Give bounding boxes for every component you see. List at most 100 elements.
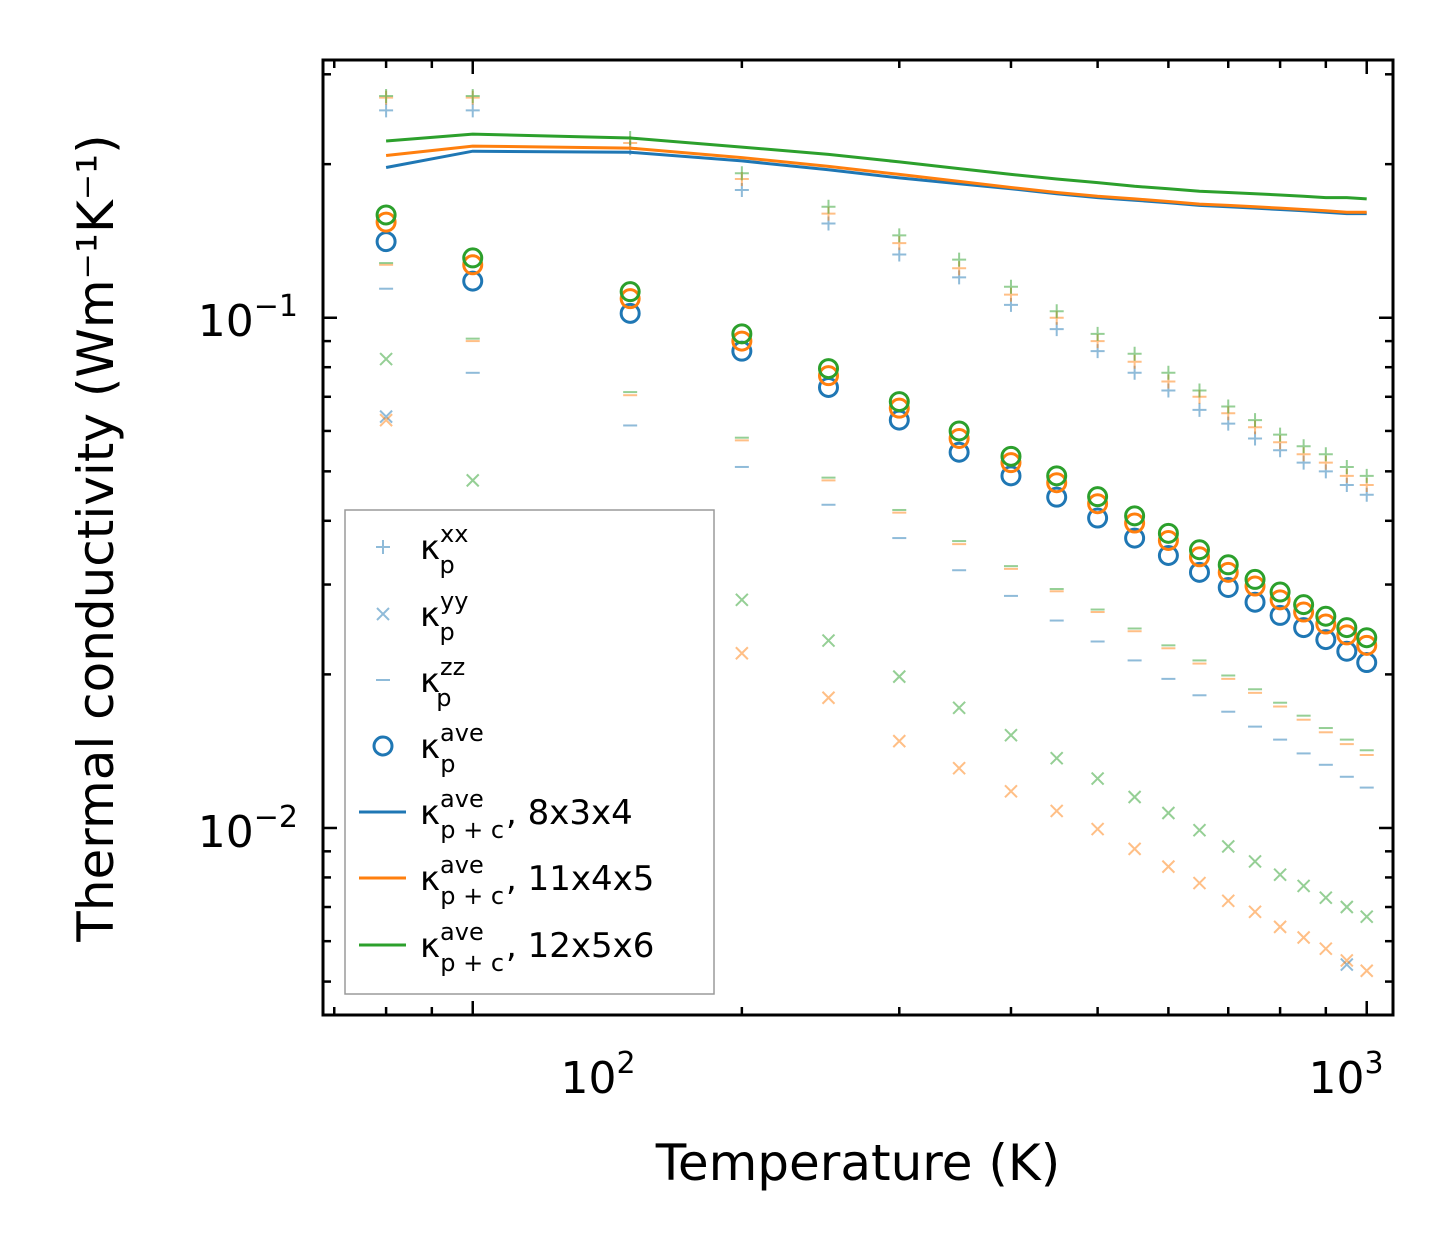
data-point <box>1161 365 1176 380</box>
data-point <box>948 420 970 442</box>
data-point <box>1217 577 1239 599</box>
legend-label: κave p + c, 11x4x5 <box>420 851 654 910</box>
legend-label: κave p <box>420 719 484 778</box>
legend-entry: κave p + c, 12x5x6 <box>359 918 654 977</box>
data-point <box>1161 859 1176 874</box>
data-point <box>619 302 641 324</box>
plot-marks <box>375 89 1378 978</box>
data-point <box>1269 604 1291 626</box>
data-point <box>379 409 393 424</box>
data-point <box>1340 953 1354 968</box>
legend-label: κxx p <box>420 520 468 579</box>
data-point <box>1157 529 1179 551</box>
data-point <box>892 734 906 748</box>
data-point <box>1000 445 1022 467</box>
data-point <box>821 199 836 214</box>
data-point <box>375 211 397 233</box>
data-point <box>1004 784 1018 799</box>
data-point <box>1192 823 1207 837</box>
legend-label: κave p + c, 8x3x4 <box>420 785 633 844</box>
data-point <box>619 288 641 310</box>
data-point <box>1359 468 1374 483</box>
data-point <box>1273 920 1287 934</box>
data-point <box>1296 439 1311 454</box>
data-point <box>1336 624 1358 646</box>
data-point <box>1221 894 1235 908</box>
data-point <box>1336 617 1358 639</box>
legend-marker-swatch <box>372 735 394 757</box>
data-point <box>1124 505 1146 527</box>
data-point <box>1319 891 1333 905</box>
data-point <box>1087 493 1109 515</box>
data-point <box>466 473 480 488</box>
data-point <box>1090 771 1105 786</box>
data-point <box>892 228 907 243</box>
y-axis-title: Thermal conductivity (Wm⁻¹K⁻¹) <box>67 134 125 942</box>
data-point <box>1269 581 1291 603</box>
data-point <box>465 103 480 118</box>
data-point <box>1319 941 1333 956</box>
data-point <box>952 701 966 715</box>
data-point <box>1360 910 1374 924</box>
legend-box <box>344 509 715 995</box>
data-point <box>948 427 970 449</box>
data-point <box>1003 279 1018 294</box>
data-point <box>1360 964 1374 978</box>
plot-frame <box>321 58 1395 1017</box>
data-point <box>1087 486 1109 508</box>
data-point <box>462 254 484 276</box>
y-tick-label: 10−2 <box>198 800 298 858</box>
data-point <box>821 633 836 648</box>
legend-marker-swatch <box>376 607 390 621</box>
data-point <box>1244 568 1266 590</box>
data-point <box>1090 822 1105 836</box>
legend-entry: κave p + c, 11x4x5 <box>359 851 654 910</box>
data-point <box>817 365 839 387</box>
data-point <box>379 89 394 104</box>
data-point <box>1315 613 1337 635</box>
data-point <box>731 323 753 345</box>
data-point <box>1356 627 1378 649</box>
data-point <box>1318 447 1333 462</box>
data-point <box>1217 561 1239 583</box>
data-point <box>1293 594 1315 616</box>
data-point <box>1221 839 1235 854</box>
data-point <box>1127 346 1142 361</box>
data-point <box>1000 452 1022 474</box>
data-point <box>1124 512 1146 534</box>
data-point <box>1157 522 1179 544</box>
legend-entry: κxx p <box>376 520 468 579</box>
data-point <box>1293 617 1315 639</box>
series-line <box>385 132 1367 201</box>
data-point <box>1124 527 1146 549</box>
data-point <box>462 247 484 269</box>
data-point <box>948 441 970 463</box>
data-point <box>619 281 641 303</box>
data-point <box>1192 402 1207 417</box>
legend: κxx p κyy p κzz p κave p κave p + c, 8x3x4 κave p +… <box>344 509 715 995</box>
data-point <box>1049 304 1064 319</box>
data-point <box>1192 383 1207 398</box>
data-point <box>1248 854 1262 869</box>
x-tick-label: 102 <box>560 1046 635 1104</box>
legend-label: κyy p <box>420 587 468 646</box>
data-point <box>734 166 749 181</box>
legend-marker-swatch <box>376 540 390 554</box>
data-point <box>1188 546 1210 568</box>
data-point <box>1296 879 1311 893</box>
legend-entry: κave p + c, 8x3x4 <box>359 785 633 844</box>
data-point <box>1090 326 1105 341</box>
data-point <box>888 391 910 413</box>
data-point <box>1340 900 1354 914</box>
data-point <box>1356 634 1378 656</box>
data-point <box>888 397 910 419</box>
data-point <box>735 646 749 660</box>
y-tick-label: 10−1 <box>198 289 298 347</box>
data-point <box>1157 545 1179 567</box>
data-point <box>1273 867 1287 882</box>
data-point <box>1248 905 1262 919</box>
data-point <box>1188 539 1210 561</box>
data-point <box>1248 413 1263 428</box>
data-point <box>1046 472 1068 494</box>
